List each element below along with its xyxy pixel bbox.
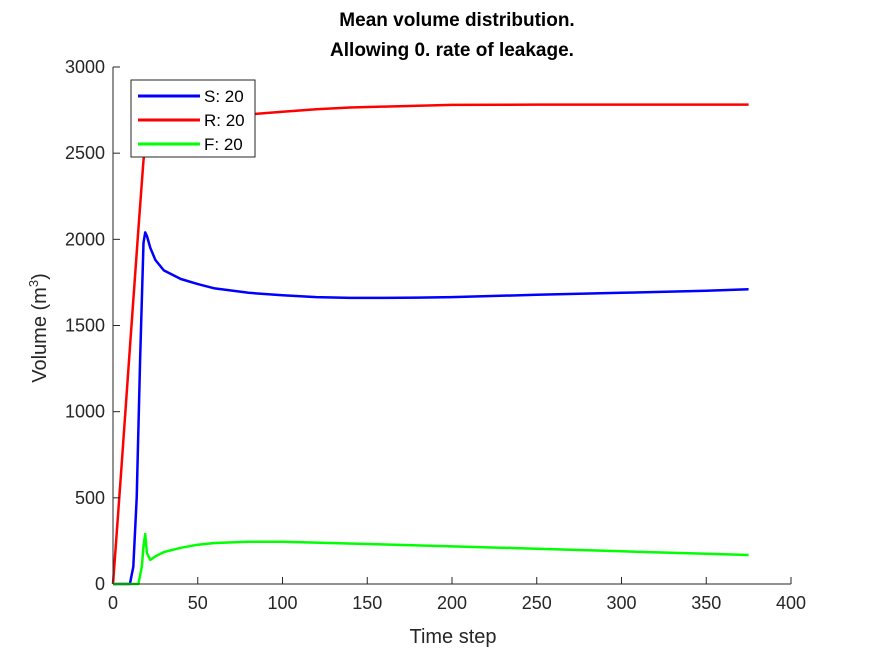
x-tick-labels: 0 50 100 150 200 250 300 350 400 (108, 593, 806, 613)
x-tick-label-100: 100 (267, 593, 297, 613)
tick-marks (112, 66, 792, 585)
series-line-2 (113, 532, 749, 586)
x-tick-label-300: 300 (606, 593, 636, 613)
y-tick-label-2000: 2000 (65, 229, 105, 249)
series-line-0 (113, 231, 749, 586)
legend-label-r: R: 20 (204, 111, 245, 130)
y-tick-label-3000: 3000 (65, 57, 105, 77)
x-tick-label-0: 0 (108, 593, 118, 613)
y-axis-label-close: ) (29, 273, 51, 280)
y-tick-label-0: 0 (95, 574, 105, 594)
legend: S: 20 R: 20 F: 20 (130, 79, 256, 158)
y-tick-label-2500: 2500 (65, 143, 105, 163)
x-tick-label-150: 150 (352, 593, 382, 613)
x-tick-label-400: 400 (776, 593, 806, 613)
chart-title-line-2: Allowing 0. rate of leakage. (330, 40, 574, 61)
legend-label-s: S: 20 (204, 87, 244, 106)
y-tick-label-1500: 1500 (65, 316, 105, 336)
y-axis-label-superscript: 3 (26, 280, 41, 287)
y-axis-label: Volume (m3) (26, 273, 51, 383)
y-tick-labels: 0 500 1000 1500 2000 2500 3000 (65, 57, 105, 594)
y-tick-label-1000: 1000 (65, 402, 105, 422)
chart-title-line-1: Mean volume distribution. (339, 10, 574, 31)
legend-label-f: F: 20 (204, 135, 243, 154)
x-tick-label-200: 200 (437, 593, 467, 613)
x-tick-label-350: 350 (691, 593, 721, 613)
y-axis-label-main: Volume (m (29, 287, 51, 383)
x-tick-label-250: 250 (522, 593, 552, 613)
x-axis-label: Time step (409, 626, 496, 648)
y-tick-label-500: 500 (75, 488, 105, 508)
x-tick-label-50: 50 (188, 593, 208, 613)
